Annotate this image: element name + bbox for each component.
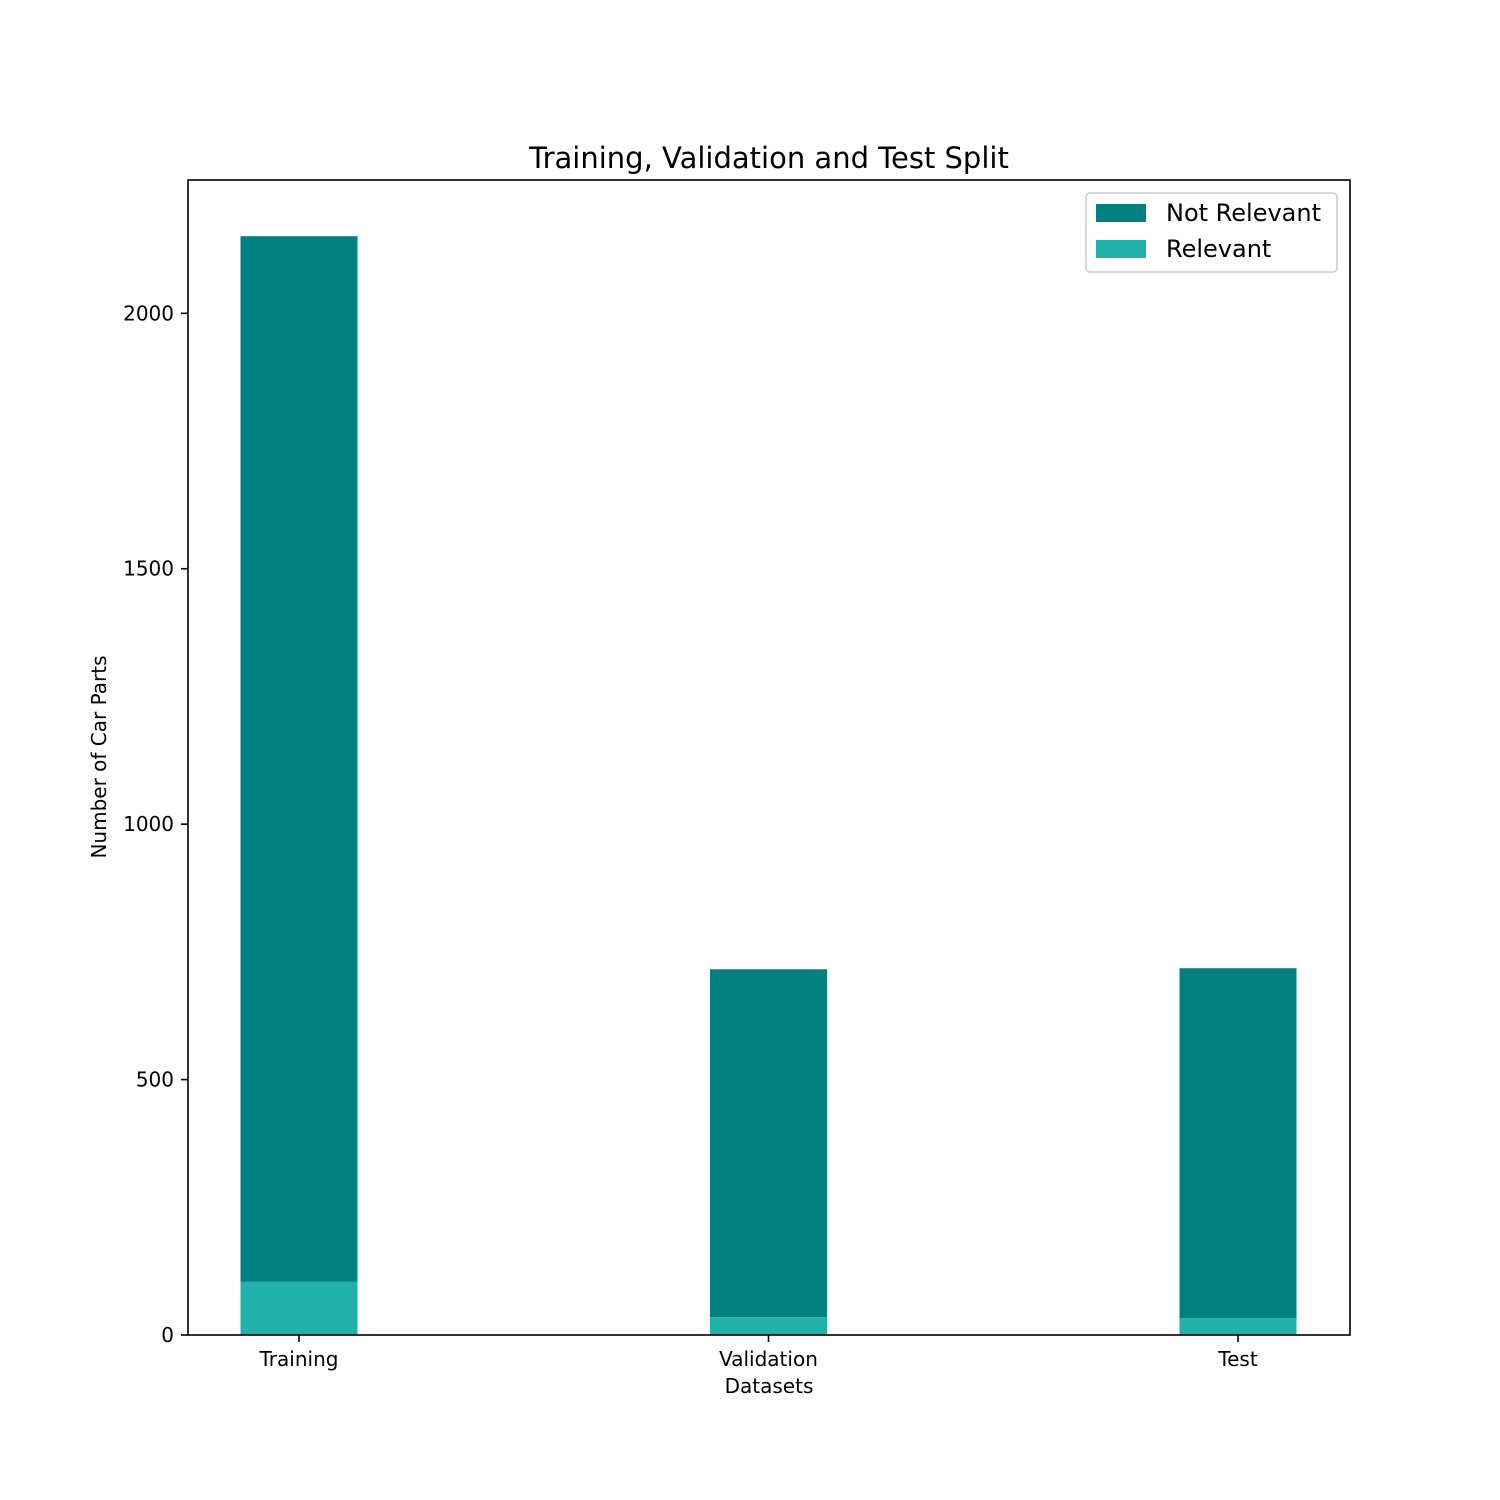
x-axis-label: Datasets: [725, 1374, 814, 1398]
legend-swatch-relevant: [1096, 240, 1146, 258]
bar-validation-relevant: [710, 1317, 827, 1335]
x-tick-label-test: Test: [1217, 1347, 1258, 1371]
legend-label-relevant: Relevant: [1166, 235, 1271, 263]
bars-group: [240, 236, 1297, 1335]
legend-label-not-relevant: Not Relevant: [1166, 199, 1321, 227]
x-tick-label-training: Training: [259, 1347, 339, 1371]
y-axis: 0 500 1000 1500 2000: [123, 301, 188, 1347]
legend-box: [1085, 192, 1338, 273]
bar-training-not-relevant: [240, 236, 358, 1282]
y-tick-label: 2000: [123, 301, 174, 325]
bar-test-relevant: [1179, 1318, 1297, 1335]
x-axis: Training Validation Test: [259, 1335, 1258, 1371]
y-axis-label: Number of Car Parts: [87, 655, 111, 858]
bar-validation-not-relevant: [710, 969, 827, 1318]
y-tick-label: 1500: [123, 557, 174, 581]
x-tick-label-validation: Validation: [719, 1347, 818, 1371]
chart-title: Training, Validation and Test Split: [528, 141, 1009, 175]
legend-swatch-not-relevant: [1096, 204, 1146, 222]
bar-training-relevant: [240, 1281, 358, 1335]
legend: Not Relevant Relevant: [1085, 192, 1338, 273]
y-tick-label: 0: [161, 1323, 174, 1347]
bar-test-not-relevant: [1179, 968, 1297, 1319]
plot-frame: [187, 179, 1351, 1336]
y-tick-label: 1000: [123, 812, 174, 836]
y-tick-label: 500: [136, 1068, 174, 1092]
